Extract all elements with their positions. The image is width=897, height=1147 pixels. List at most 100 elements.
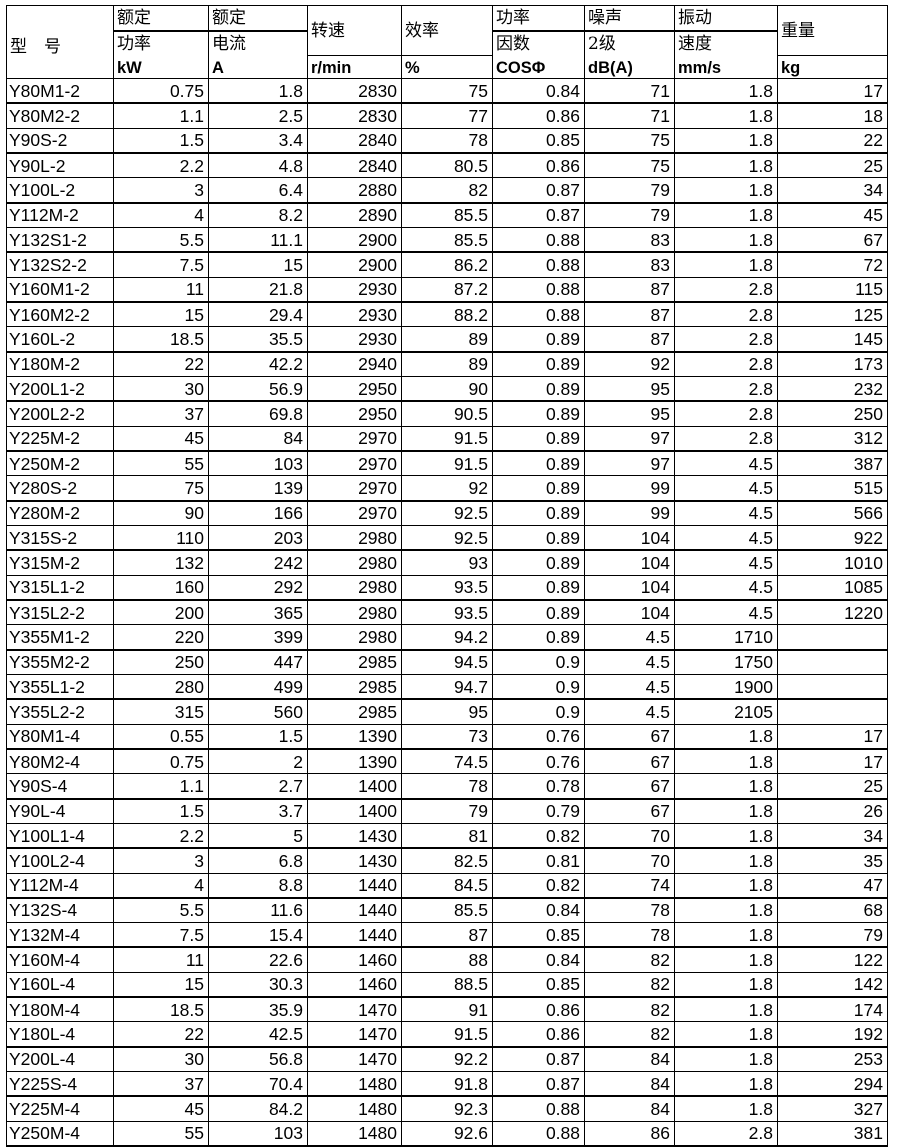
cell-noise: 71: [584, 102, 675, 129]
cell-speed: 1390: [307, 748, 402, 775]
cell-efficiency: 91.5: [401, 1021, 493, 1048]
table-row: Y160L-4 15 30.3 1460 88.5 0.85 82 1.8 142: [6, 971, 888, 999]
cell-efficiency: 85.5: [401, 202, 493, 228]
cell-efficiency: 80.5: [401, 152, 493, 179]
cell-noise: 67: [584, 773, 675, 800]
cell-vibration: 1.8: [674, 798, 778, 824]
table-row: Y80M1-2 0.75 1.8 2830 75 0.84 71 1.8 17: [6, 78, 888, 105]
cell-weight: 79: [777, 922, 888, 949]
table-row: Y225M-4 45 84.2 1480 92.3 0.88 84 1.8 327: [6, 1095, 888, 1122]
cell-current: 8.8: [208, 872, 308, 899]
cell-power: 30: [113, 1046, 209, 1073]
cell-weight: [777, 649, 888, 675]
cell-weight: 174: [777, 996, 888, 1023]
cell-power: 4: [113, 872, 209, 899]
cell-weight: 115: [777, 276, 888, 303]
cell-vibration: 4.5: [674, 574, 778, 601]
cell-current: 447: [208, 649, 308, 675]
cell-noise: 104: [584, 524, 675, 552]
table-row: Y132S-4 5.5 11.6 1440 85.5 0.84 78 1.8 68: [6, 897, 888, 924]
cell-model: Y315M-2: [6, 549, 114, 576]
cell-model: Y225M-4: [6, 1095, 114, 1122]
table-row: Y112M-2 4 8.2 2890 85.5 0.87 79 1.8 45: [6, 202, 888, 228]
cell-weight: 68: [777, 897, 888, 924]
cell-noise: 104: [584, 574, 675, 601]
cell-speed: 1390: [307, 723, 402, 750]
cell-noise: 75: [584, 152, 675, 179]
cell-current: 29.4: [208, 301, 308, 328]
cell-noise: 83: [584, 251, 675, 278]
cell-speed: 2940: [307, 351, 402, 377]
header-speed: 转速: [307, 5, 402, 56]
cell-noise: 83: [584, 226, 675, 254]
cell-weight: 22: [777, 127, 888, 154]
cell-speed: 1400: [307, 798, 402, 824]
cell-vibration: 1.8: [674, 177, 778, 204]
cell-power-factor: 0.76: [492, 723, 585, 750]
table-row: Y112M-4 4 8.8 1440 84.5 0.82 74 1.8 47: [6, 872, 888, 899]
cell-model: Y315L1-2: [6, 574, 114, 601]
table-row: Y90L-4 1.5 3.7 1400 79 0.79 67 1.8 26: [6, 798, 888, 824]
cell-weight: 45: [777, 202, 888, 228]
cell-speed: 2980: [307, 624, 402, 651]
cell-vibration: 1.8: [674, 748, 778, 775]
cell-vibration: 2.8: [674, 375, 778, 403]
cell-current: 84: [208, 425, 308, 452]
cell-weight: 294: [777, 1071, 888, 1098]
cell-model: Y280S-2: [6, 475, 114, 502]
cell-efficiency: 88.5: [401, 971, 493, 999]
cell-efficiency: 87: [401, 922, 493, 949]
cell-vibration: 4.5: [674, 549, 778, 576]
table-row: Y200L2-2 37 69.8 2950 90.5 0.89 95 2.8 250: [6, 400, 888, 427]
cell-weight: 142: [777, 971, 888, 999]
cell-current: 203: [208, 524, 308, 552]
cell-current: 242: [208, 549, 308, 576]
cell-current: 11.1: [208, 226, 308, 254]
cell-current: 42.2: [208, 351, 308, 377]
cell-vibration: 1750: [674, 649, 778, 675]
cell-speed: 1460: [307, 946, 402, 973]
cell-current: 30.3: [208, 971, 308, 999]
cell-noise: 82: [584, 996, 675, 1023]
cell-current: 42.5: [208, 1021, 308, 1048]
cell-power-factor: 0.86: [492, 1021, 585, 1048]
cell-vibration: 1.8: [674, 78, 778, 105]
table-row: Y80M2-4 0.75 2 1390 74.5 0.76 67 1.8 17: [6, 748, 888, 775]
cell-vibration: 1.8: [674, 897, 778, 924]
cell-noise: 86: [584, 1120, 675, 1147]
cell-weight: 17: [777, 748, 888, 775]
cell-vibration: 4.5: [674, 500, 778, 526]
cell-power: 11: [113, 946, 209, 973]
header-pf-l2: 因数: [492, 30, 585, 56]
cell-power: 2.2: [113, 822, 209, 850]
cell-power-factor: 0.87: [492, 177, 585, 204]
cell-power: 2.2: [113, 152, 209, 179]
cell-vibration: 2.8: [674, 400, 778, 427]
table-row: Y180L-4 22 42.5 1470 91.5 0.86 82 1.8 192: [6, 1021, 888, 1048]
cell-power-factor: 0.89: [492, 574, 585, 601]
cell-power-factor: 0.88: [492, 1120, 585, 1147]
cell-speed: 2880: [307, 177, 402, 204]
cell-power-factor: 0.89: [492, 351, 585, 377]
cell-vibration: 1.8: [674, 226, 778, 254]
cell-power-factor: 0.86: [492, 102, 585, 129]
cell-vibration: 1.8: [674, 847, 778, 874]
header-efficiency: 效率: [401, 5, 493, 56]
cell-weight: 18: [777, 102, 888, 129]
cell-current: 560: [208, 698, 308, 725]
header-weight: 重量: [777, 5, 888, 56]
cell-power-factor: 0.78: [492, 773, 585, 800]
cell-noise: 79: [584, 177, 675, 204]
cell-weight: 122: [777, 946, 888, 973]
cell-power-factor: 0.85: [492, 127, 585, 154]
cell-model: Y90S-2: [6, 127, 114, 154]
cell-power-factor: 0.86: [492, 152, 585, 179]
cell-model: Y355M2-2: [6, 649, 114, 675]
cell-current: 8.2: [208, 202, 308, 228]
cell-weight: [777, 698, 888, 725]
cell-efficiency: 93: [401, 549, 493, 576]
cell-weight: 173: [777, 351, 888, 377]
cell-model: Y250M-4: [6, 1120, 114, 1147]
cell-speed: 1470: [307, 1021, 402, 1048]
table-row: Y315S-2 110 203 2980 92.5 0.89 104 4.5 922: [6, 524, 888, 552]
